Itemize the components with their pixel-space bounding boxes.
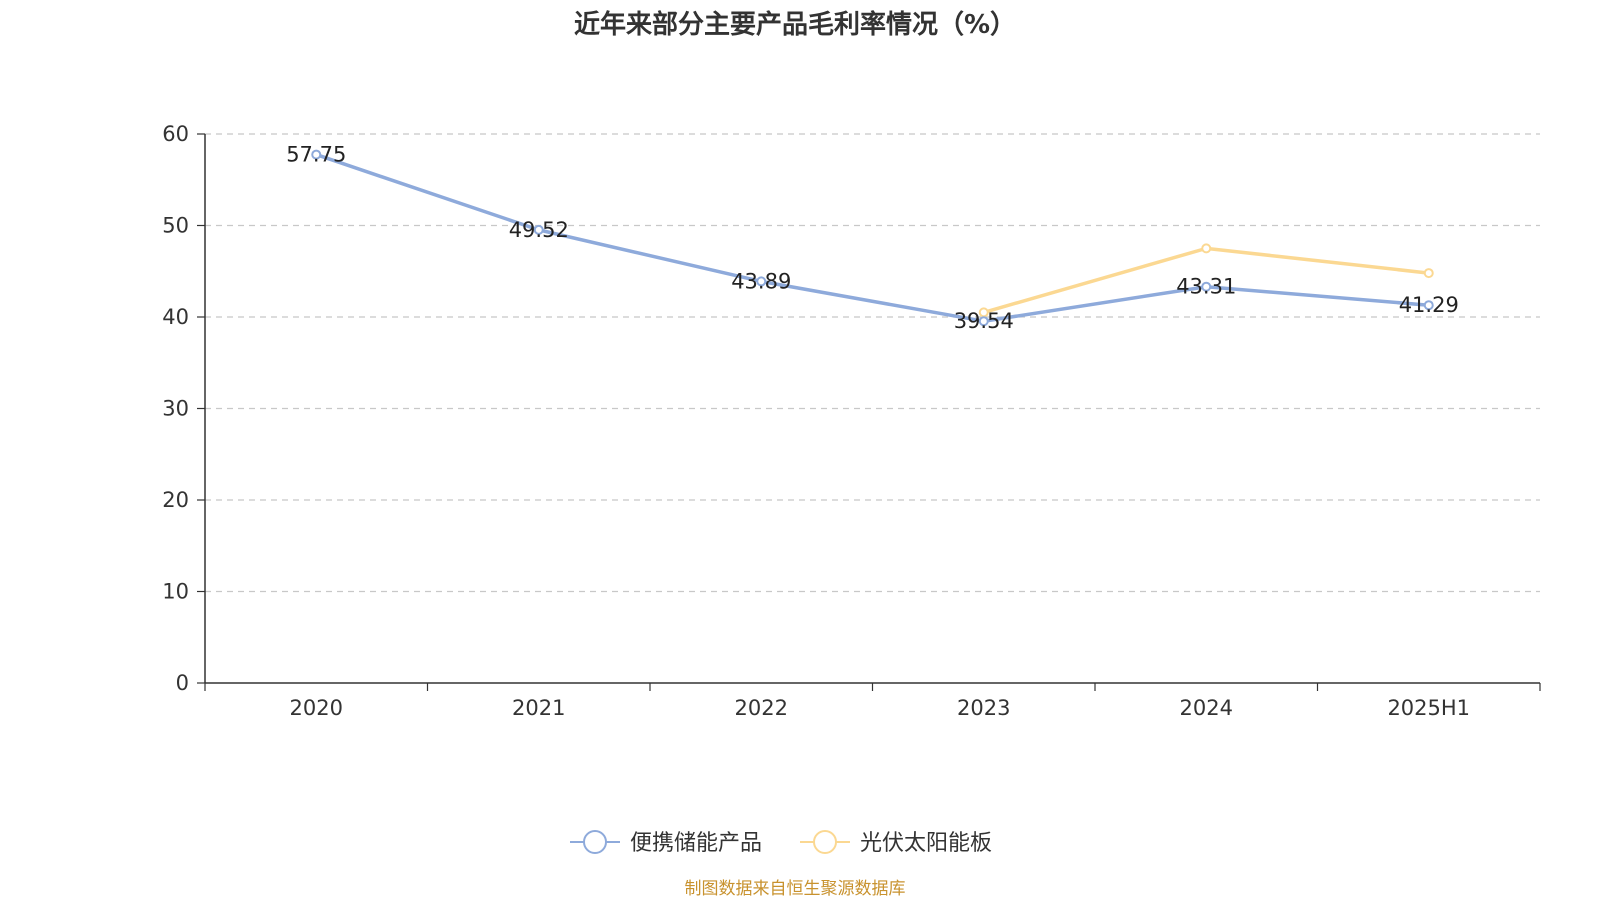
data-label: 49.52 <box>509 218 569 242</box>
legend-label: 便携储能产品 <box>630 831 762 856</box>
data-labels: 57.75 49.52 43.89 39.54 43.31 41.29 <box>286 143 1459 334</box>
legend-swatch-marker <box>583 830 607 854</box>
legend: 便携储能产品 光伏太阳能板 <box>570 830 992 856</box>
y-tick-label: 40 <box>162 305 189 329</box>
legend-item: 光伏太阳能板 <box>800 830 992 856</box>
data-label: 57.75 <box>286 143 346 167</box>
data-point <box>1423 268 1434 279</box>
y-tick-label: 60 <box>162 122 189 146</box>
data-point <box>311 149 322 160</box>
x-tick-label: 2024 <box>1180 696 1233 720</box>
y-tick-label: 20 <box>162 488 189 512</box>
data-point <box>756 276 767 287</box>
legend-label: 光伏太阳能板 <box>860 831 992 856</box>
data-point <box>978 316 989 327</box>
series-line <box>315 152 1429 323</box>
legend-swatch-marker <box>813 830 837 854</box>
x-tick-label: 2022 <box>735 696 788 720</box>
legend-item: 便携储能产品 <box>570 830 762 856</box>
x-tick-label: 2021 <box>512 696 565 720</box>
data-label: 43.89 <box>731 269 791 293</box>
chart-title: 近年来部分主要产品毛利率情况（%） <box>574 9 1016 40</box>
data-label: 39.54 <box>954 309 1014 333</box>
data-label: 41.29 <box>1399 293 1459 317</box>
grid <box>205 133 1540 593</box>
x-tick-label: 2020 <box>290 696 343 720</box>
data-point <box>533 224 544 235</box>
y-tick-label: 50 <box>162 214 189 238</box>
source-note: 制图数据来自恒生聚源数据库 <box>685 879 906 899</box>
y-tick-label: 10 <box>162 580 189 604</box>
data-label: 43.31 <box>1176 275 1236 299</box>
y-tick-label: 0 <box>176 671 189 695</box>
data-point <box>1201 281 1212 292</box>
data-point <box>1201 243 1212 254</box>
y-tick-label: 30 <box>162 397 189 421</box>
x-tick-label: 2025H1 <box>1387 696 1470 720</box>
series <box>311 149 1434 327</box>
data-point <box>1423 300 1434 311</box>
x-tick-label: 2023 <box>957 696 1010 720</box>
axes: 0 10 20 30 40 50 60 2020 2021 2022 2023 2024 2025H1 <box>162 122 1541 720</box>
